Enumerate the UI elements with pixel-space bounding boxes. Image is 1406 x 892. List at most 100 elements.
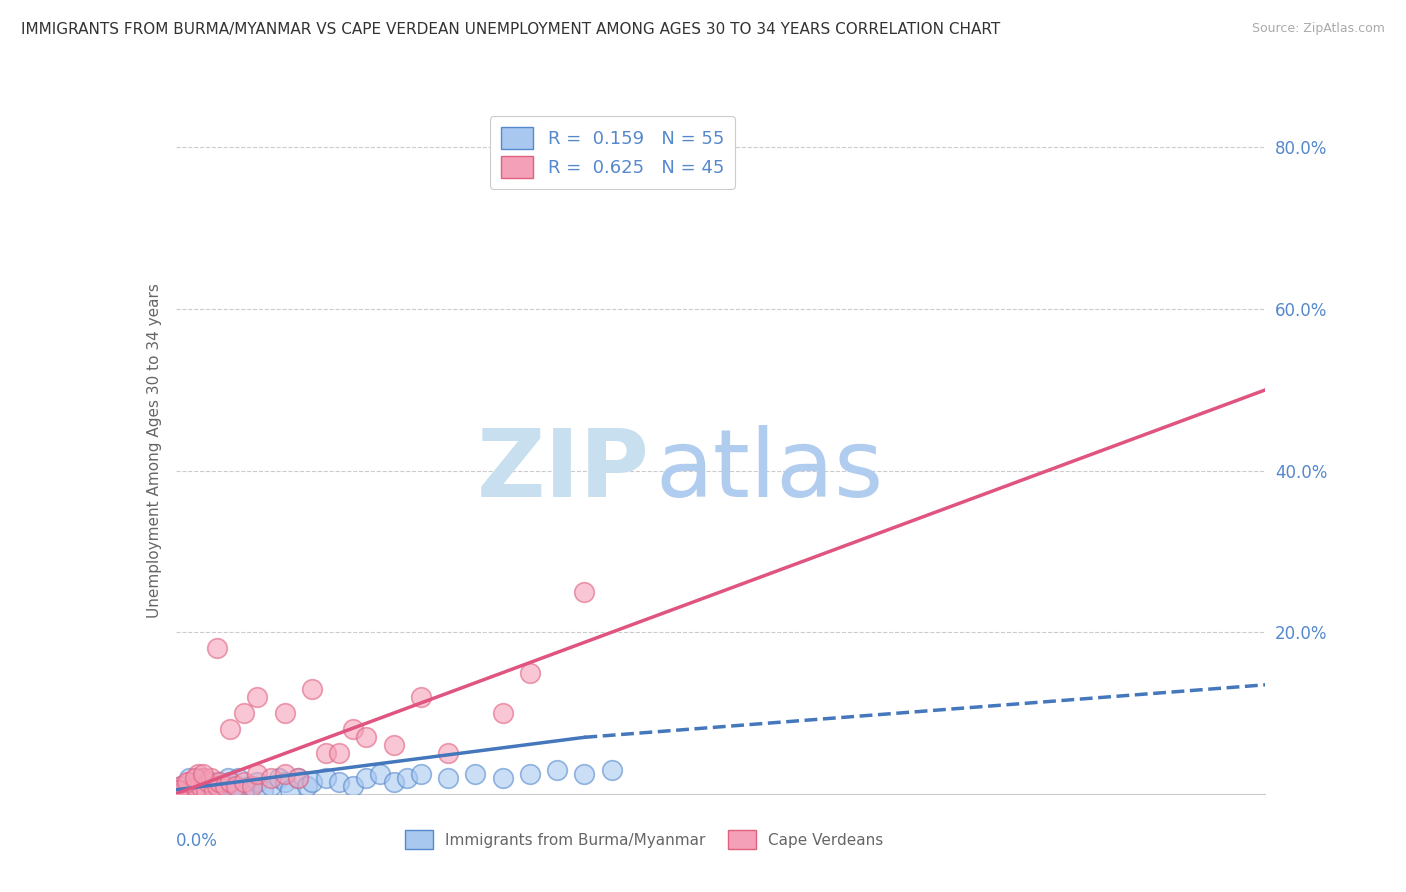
Point (208, 774, 231, 789)
Point (191, 766, 214, 780)
Point (176, 774, 198, 789)
Point (519, 665, 541, 680)
Point (205, 641, 228, 656)
Text: IMMIGRANTS FROM BURMA/MYANMAR VS CAPE VERDEAN UNEMPLOYMENT AMONG AGES 30 TO 34 Y: IMMIGRANTS FROM BURMA/MYANMAR VS CAPE VE… (21, 22, 1000, 37)
Point (191, 771, 214, 785)
Point (287, 771, 309, 785)
Point (246, 774, 269, 789)
Point (287, 771, 309, 785)
Point (219, 723, 242, 737)
Point (197, 779, 219, 793)
Point (328, 774, 350, 789)
Point (219, 774, 242, 789)
Point (546, 763, 568, 777)
Point (208, 774, 231, 789)
Point (301, 774, 323, 789)
Point (173, 782, 195, 797)
Point (173, 782, 195, 797)
Point (181, 779, 204, 793)
Point (179, 774, 201, 789)
Point (246, 766, 269, 780)
Point (396, 771, 419, 785)
Text: atlas: atlas (655, 425, 883, 517)
Point (315, 771, 337, 785)
Point (167, 787, 190, 801)
Legend: Immigrants from Burma/Myanmar, Cape Verdeans: Immigrants from Burma/Myanmar, Cape Verd… (399, 824, 890, 855)
Point (225, 779, 247, 793)
Point (191, 771, 214, 785)
Point (211, 782, 233, 797)
Point (228, 771, 250, 785)
Point (409, 766, 432, 780)
Point (464, 766, 486, 780)
Point (492, 706, 515, 720)
Point (356, 731, 378, 745)
Point (232, 774, 254, 789)
Point (181, 782, 204, 797)
Point (217, 771, 239, 785)
Point (232, 782, 254, 797)
Point (252, 782, 274, 797)
Point (170, 779, 193, 793)
Point (519, 766, 541, 780)
Point (240, 779, 263, 793)
Point (492, 771, 515, 785)
Point (328, 747, 350, 761)
Point (600, 763, 623, 777)
Point (295, 779, 318, 793)
Point (278, 782, 301, 797)
Text: Source: ZipAtlas.com: Source: ZipAtlas.com (1251, 22, 1385, 36)
Point (437, 771, 460, 785)
Point (246, 690, 269, 704)
Point (382, 739, 405, 753)
Point (232, 706, 254, 720)
Point (574, 766, 596, 780)
Point (260, 779, 283, 793)
Point (184, 779, 207, 793)
Point (188, 779, 211, 793)
Point (301, 681, 323, 696)
Point (194, 782, 217, 797)
Point (437, 747, 460, 761)
Point (173, 782, 195, 797)
Point (238, 779, 260, 793)
Point (188, 782, 211, 797)
Point (181, 779, 204, 793)
Point (202, 782, 225, 797)
Point (205, 782, 228, 797)
Point (202, 782, 225, 797)
Point (382, 774, 405, 789)
Point (165, 782, 187, 797)
Point (225, 779, 247, 793)
Point (186, 774, 209, 789)
Point (214, 779, 236, 793)
Point (170, 779, 193, 793)
Point (409, 690, 432, 704)
Point (269, 771, 291, 785)
Point (225, 782, 247, 797)
Point (200, 771, 222, 785)
Point (219, 774, 242, 789)
Point (197, 779, 219, 793)
Point (186, 766, 209, 780)
Point (368, 766, 391, 780)
Point (274, 766, 297, 780)
Point (197, 774, 219, 789)
Text: ZIP: ZIP (477, 425, 650, 517)
Point (356, 771, 378, 785)
Point (184, 782, 207, 797)
Point (200, 774, 222, 789)
Point (342, 723, 364, 737)
Point (184, 771, 207, 785)
Point (205, 779, 228, 793)
Point (167, 782, 190, 797)
Point (574, 585, 596, 599)
Point (274, 774, 297, 789)
Point (205, 779, 228, 793)
Point (274, 706, 297, 720)
Point (194, 782, 217, 797)
Y-axis label: Unemployment Among Ages 30 to 34 years: Unemployment Among Ages 30 to 34 years (146, 283, 162, 618)
Point (214, 779, 236, 793)
Text: 0.0%: 0.0% (176, 831, 218, 850)
Point (188, 780, 211, 795)
